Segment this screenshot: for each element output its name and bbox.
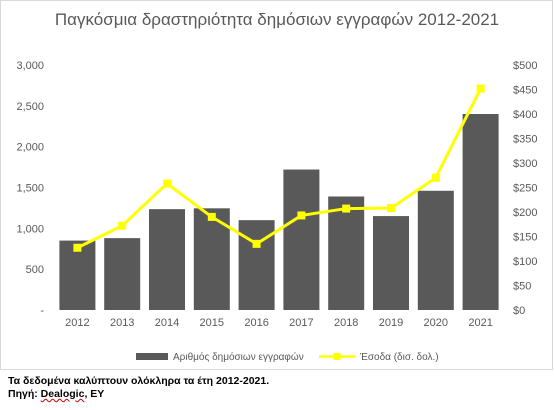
y-right-tick-label: $250 xyxy=(513,183,537,195)
x-tick-label: 2013 xyxy=(110,317,134,329)
x-tick-label: 2012 xyxy=(65,317,89,329)
revenue-point-2017 xyxy=(297,211,306,220)
bar-series xyxy=(59,114,499,310)
bar-2021 xyxy=(462,114,499,310)
bar-2012 xyxy=(59,240,96,310)
revenue-point-2019 xyxy=(387,204,395,213)
x-tick-label: 2017 xyxy=(289,317,313,329)
footnote-coverage: Τα δεδομένα καλύπτουν ολόκληρα τα έτη 20… xyxy=(8,375,270,387)
legend-bar-swatch xyxy=(136,353,168,360)
y-left-tick-label: 3,000 xyxy=(16,60,44,72)
footnote-source: Πηγή: Dealogic, EY xyxy=(8,388,104,400)
line-series xyxy=(73,84,485,252)
bar-2013 xyxy=(104,238,141,310)
revenue-point-2016 xyxy=(252,239,261,248)
x-tick-label: 2015 xyxy=(200,317,224,329)
y-right-tick-label: $0 xyxy=(513,305,525,317)
x-tick-label: 2021 xyxy=(468,317,492,329)
x-tick-label: 2016 xyxy=(244,317,268,329)
x-tick-label: 2020 xyxy=(424,317,448,329)
x-tick-label: 2014 xyxy=(155,317,179,329)
legend: Αριθμός δημόσιων εγγραφών Έσοδα (δισ. δο… xyxy=(136,351,439,363)
y-left-tick-label: 2,500 xyxy=(16,101,44,113)
bar-2018 xyxy=(328,196,365,310)
y-left-tick-label: - xyxy=(40,305,44,317)
y-left-tick-label: 500 xyxy=(26,264,44,276)
source-suffix: , EY xyxy=(84,388,105,400)
chart-frame: Παγκόσμια δραστηριότητα δημόσιων εγγραφώ… xyxy=(0,0,553,370)
bar-2019 xyxy=(373,216,409,310)
chart-svg: Παγκόσμια δραστηριότητα δημόσιων εγγραφώ… xyxy=(16,10,537,363)
y-right-tick-label: $400 xyxy=(513,109,537,121)
revenue-line xyxy=(76,87,482,250)
revenue-point-2020 xyxy=(431,173,440,182)
source-name: Dealogic xyxy=(40,388,85,400)
x-tick-label: 2019 xyxy=(379,317,403,329)
x-axis: 2012 2013 2014 2015 2016 2017 2018 2019 2020 2021 xyxy=(65,317,493,329)
y-right-tick-label: $150 xyxy=(513,232,537,244)
y-left-tick-label: 1,500 xyxy=(16,183,44,195)
revenue-point-2012 xyxy=(73,243,82,252)
legend-line-label: Έσοδα (δισ. δολ.) xyxy=(359,352,439,363)
y-left-tick-label: 1,000 xyxy=(16,223,44,235)
bar-2016 xyxy=(238,220,275,310)
y-axis-right: $0 $50 $100 $150 $200 $250 $300 $350 $400 $450 $50… xyxy=(513,60,537,317)
legend-line-marker xyxy=(333,353,341,360)
chart-title: Παγκόσμια δραστηριότητα δημόσιων εγγραφώ… xyxy=(55,10,499,29)
source-prefix: Πηγή: xyxy=(8,388,41,400)
y-right-tick-label: $300 xyxy=(513,158,537,170)
bar-2017 xyxy=(283,169,320,310)
y-left-tick-label: 2,000 xyxy=(16,142,44,154)
y-right-tick-label: $500 xyxy=(513,60,537,72)
y-right-tick-label: $450 xyxy=(513,85,537,97)
bar-2020 xyxy=(417,190,454,310)
bar-2014 xyxy=(149,209,185,310)
y-right-tick-label: $50 xyxy=(513,281,531,293)
revenue-point-2018 xyxy=(342,204,351,213)
legend-bar-label: Αριθμός δημόσιων εγγραφών xyxy=(173,351,304,363)
revenue-point-2021 xyxy=(476,84,485,93)
y-right-tick-label: $100 xyxy=(513,256,537,268)
y-right-tick-label: $200 xyxy=(513,207,537,219)
y-axis-left: - 500 1,000 1,500 2,000 2,500 3,000 xyxy=(16,60,44,317)
revenue-point-2015 xyxy=(207,212,216,221)
x-tick-label: 2018 xyxy=(334,317,358,329)
revenue-point-2014 xyxy=(163,179,171,188)
revenue-point-2013 xyxy=(118,221,127,230)
y-right-tick-label: $350 xyxy=(513,134,537,146)
